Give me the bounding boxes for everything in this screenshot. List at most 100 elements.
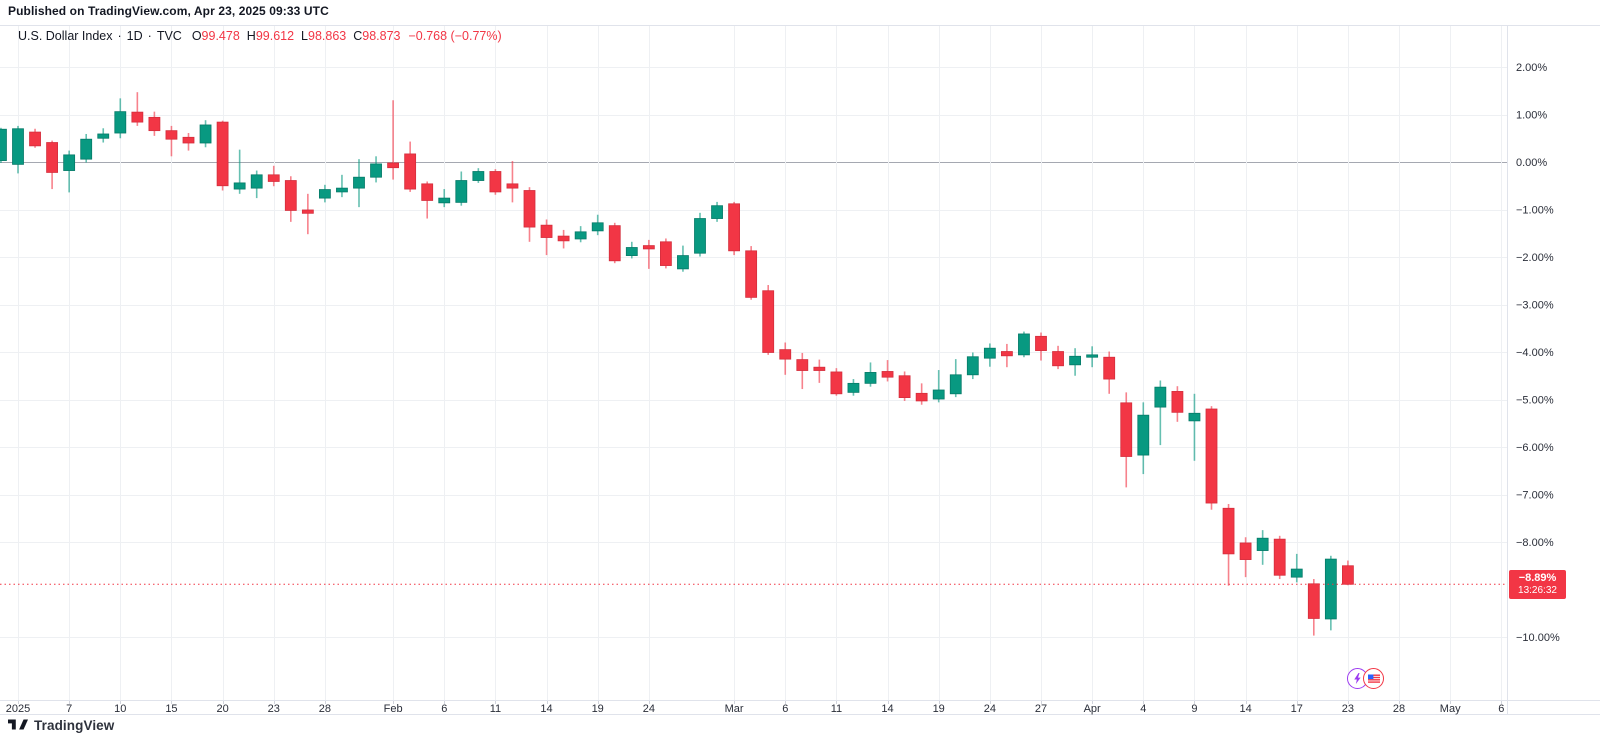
price-axis-label: 1.00% bbox=[1516, 110, 1547, 122]
candle-wick bbox=[170, 125, 173, 157]
candle-down bbox=[284, 180, 297, 211]
us-flag-event-icon[interactable] bbox=[1363, 668, 1384, 689]
candle-down bbox=[1001, 351, 1013, 357]
time-axis-label: 28 bbox=[1393, 703, 1405, 715]
candle-down bbox=[557, 235, 570, 242]
candle-wick bbox=[1159, 380, 1162, 446]
candle-down bbox=[523, 190, 536, 228]
candle-down bbox=[1307, 583, 1320, 619]
candle-up bbox=[0, 128, 7, 161]
candle-wick bbox=[307, 193, 309, 235]
candle-up bbox=[574, 231, 587, 240]
time-axis-label: 11 bbox=[831, 703, 842, 715]
candle-down bbox=[813, 366, 826, 371]
candle-down bbox=[301, 209, 314, 214]
tradingview-attribution[interactable]: TradingView bbox=[8, 714, 114, 736]
candle-down bbox=[387, 162, 400, 169]
candle-up bbox=[114, 111, 127, 134]
candle-wick bbox=[648, 239, 650, 269]
price-axis-label: −6.00% bbox=[1516, 442, 1554, 454]
symbol-title[interactable]: U.S. Dollar Index bbox=[18, 29, 113, 43]
candle-down bbox=[148, 116, 161, 132]
candle-down bbox=[762, 290, 775, 353]
candle-wick bbox=[511, 161, 514, 203]
candle-up bbox=[625, 247, 638, 256]
candle-wick bbox=[136, 92, 139, 126]
price-axis-label: −2.00% bbox=[1516, 252, 1554, 264]
candle-down bbox=[745, 250, 758, 298]
candle-down bbox=[421, 183, 434, 201]
time-axis-label: 2025 bbox=[6, 703, 30, 715]
time-axis-label: 9 bbox=[1191, 703, 1197, 715]
candle-wick bbox=[801, 352, 804, 390]
candle-down bbox=[404, 153, 417, 190]
time-axis-label: Feb bbox=[384, 703, 403, 715]
candle-up bbox=[199, 124, 212, 144]
price-axis-label: −4.00% bbox=[1516, 347, 1554, 359]
price-axis-label: −3.00% bbox=[1516, 300, 1554, 312]
candle-up bbox=[455, 180, 468, 203]
candle-down bbox=[642, 245, 655, 250]
time-axis-label: 19 bbox=[592, 703, 604, 715]
candle-wick bbox=[341, 174, 343, 198]
candle-wick bbox=[238, 149, 241, 194]
us-flag-icon bbox=[1367, 674, 1380, 683]
candle-down bbox=[1222, 507, 1235, 555]
time-axis-label: 23 bbox=[1342, 703, 1354, 715]
candle-wick bbox=[392, 100, 394, 180]
time-axis-label: 27 bbox=[1035, 703, 1047, 715]
candle-down bbox=[830, 371, 843, 395]
candle-down bbox=[489, 171, 502, 193]
time-axis-label: 6 bbox=[782, 703, 788, 715]
time-axis-label: Mar bbox=[725, 703, 744, 715]
time-axis-label: 28 bbox=[319, 703, 331, 715]
candle-wick bbox=[886, 360, 889, 382]
exchange-value: TVC bbox=[156, 29, 182, 43]
candle-up bbox=[1069, 355, 1081, 366]
change-value: −0.768 (−0.77%) bbox=[408, 29, 502, 43]
candle-down bbox=[506, 183, 519, 189]
candle-down bbox=[29, 131, 41, 147]
candle-down bbox=[608, 225, 621, 262]
low-value: 98.863 bbox=[308, 29, 347, 43]
candle-wick bbox=[937, 370, 940, 403]
time-axis-label: 20 bbox=[216, 703, 228, 715]
candle-down bbox=[1035, 335, 1047, 351]
candle-down bbox=[898, 375, 911, 399]
tradingview-logo-icon bbox=[8, 719, 28, 730]
open-label: O bbox=[191, 29, 202, 43]
candle-down bbox=[1205, 408, 1218, 504]
candle-up bbox=[250, 174, 263, 189]
open-value: 99.478 bbox=[201, 29, 240, 43]
legend-separator: · bbox=[117, 29, 122, 43]
candle-down bbox=[1239, 542, 1252, 560]
interval-value[interactable]: 1D bbox=[126, 29, 143, 43]
price-axis-label: −1.00% bbox=[1516, 205, 1554, 217]
candle-down bbox=[1052, 351, 1064, 367]
candle-up bbox=[1086, 354, 1099, 358]
time-axis-label: Apr bbox=[1084, 703, 1101, 715]
candle-wick bbox=[68, 150, 70, 193]
ohlc-values: O99.478 H99.612 L98.863 C98.873 −0.768 (−0.7… bbox=[192, 29, 502, 43]
candle-up bbox=[591, 222, 604, 232]
low-label: L bbox=[301, 29, 308, 43]
close-value: 98.873 bbox=[362, 29, 401, 43]
candle-up bbox=[1290, 568, 1303, 578]
candle-up bbox=[12, 128, 24, 165]
candle-down bbox=[1273, 538, 1286, 576]
candle-wick bbox=[818, 359, 821, 383]
time-axis-label: 24 bbox=[984, 703, 996, 715]
time-axis-label: 14 bbox=[1239, 703, 1251, 715]
time-axis-label: 14 bbox=[881, 703, 893, 715]
price-axis-label: −10.00% bbox=[1516, 632, 1560, 644]
candle-down bbox=[1171, 391, 1184, 413]
time-axis-label: 23 bbox=[268, 703, 280, 715]
candle-up bbox=[370, 163, 382, 178]
candle-up bbox=[438, 197, 451, 204]
time-axis-label: May bbox=[1440, 703, 1461, 715]
candle-up bbox=[847, 382, 860, 393]
tradingview-logo-text: TradingView bbox=[34, 717, 115, 733]
price-axis-label: 2.00% bbox=[1516, 62, 1547, 74]
